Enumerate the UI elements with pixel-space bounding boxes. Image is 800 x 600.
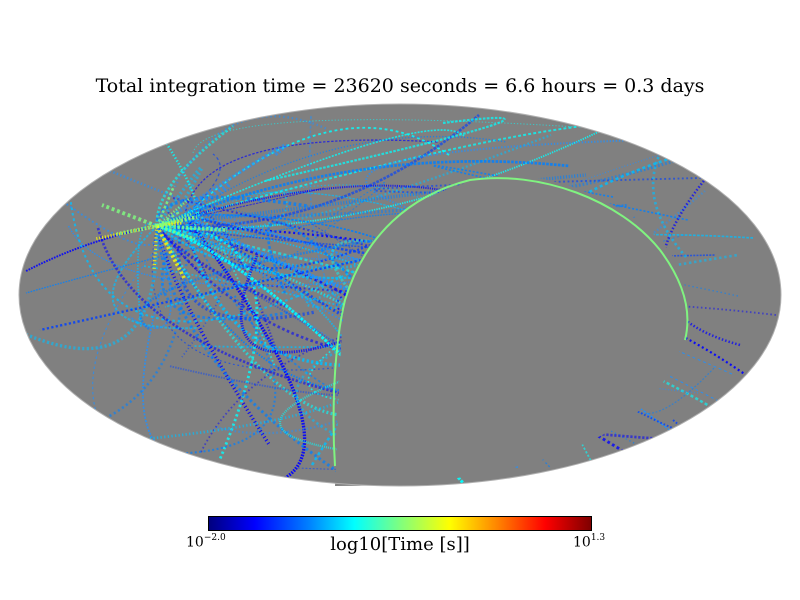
chart-title: Total integration time = 23620 seconds =…: [95, 75, 705, 97]
scan-track: [155, 195, 308, 227]
scan-track: [155, 225, 286, 308]
scan-track: [156, 184, 592, 269]
scan-track: [33, 257, 391, 450]
scan-track: [155, 124, 234, 227]
scan-track: [155, 225, 357, 486]
colorbar: [208, 516, 592, 531]
scan-track: [24, 225, 159, 351]
scan-track: [181, 214, 233, 358]
colorbar-max-tick: 101.3: [573, 533, 606, 551]
scan-track: [101, 203, 158, 228]
scan-track: [156, 120, 668, 227]
scan-track: [184, 135, 508, 216]
scan-track: [156, 129, 465, 227]
scan-track: [156, 211, 208, 279]
scan-track: [163, 294, 277, 456]
unobserved-region: [335, 175, 688, 487]
scan-track: [156, 212, 192, 228]
scan-track: [156, 160, 570, 228]
scan-track: [156, 133, 552, 236]
scan-track: [330, 239, 473, 298]
scan-track: [156, 224, 228, 232]
scan-track: [155, 225, 186, 279]
scan-track: [184, 210, 276, 368]
colorbar-min-tick: 10−2.0: [186, 533, 226, 551]
scan-track: [156, 113, 480, 229]
scan-track: [156, 120, 622, 229]
scan-track: [156, 224, 750, 434]
scan-track: [156, 224, 758, 384]
scan-track: [155, 185, 176, 227]
scan-track: [264, 116, 506, 183]
colorbar-label: log10[Time [s]]: [330, 534, 470, 555]
scan-track: [92, 214, 186, 458]
scan-track: [156, 224, 466, 486]
scan-track: [155, 225, 272, 447]
scan-track: [184, 213, 512, 272]
scan-track: [156, 143, 288, 228]
scan-track: [177, 214, 316, 321]
scan-track: [143, 265, 413, 349]
scan-track: [111, 225, 199, 330]
scan-track: [651, 138, 688, 258]
scan-track: [156, 210, 182, 227]
boundary-arc: [332, 177, 689, 467]
scan-track: [184, 206, 360, 246]
scan-track: [156, 215, 198, 228]
scan-track: [94, 224, 158, 241]
scan-track: [116, 224, 158, 236]
sky-ellipse-outline: [18, 103, 782, 487]
scan-track: [155, 225, 358, 418]
